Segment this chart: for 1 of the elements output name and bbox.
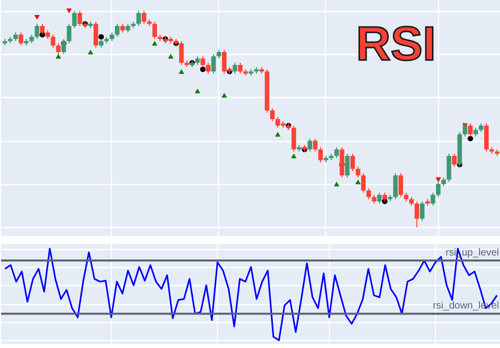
chart-title: RSI: [356, 18, 436, 71]
